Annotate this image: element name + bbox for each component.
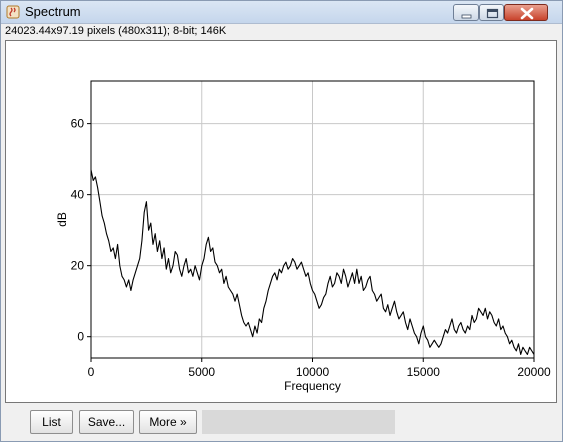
x-axis-label: Frequency (284, 379, 341, 393)
y-tick-label: 20 (71, 259, 85, 273)
maximize-icon (486, 8, 499, 19)
x-tick-label: 0 (88, 365, 95, 379)
spectrum-plot: 0 5000 10000 15000 20000 0 20 40 60 Frequency dB (55, 80, 551, 393)
y-tick-label: 40 (71, 188, 85, 202)
save-button[interactable]: Save... (79, 410, 134, 434)
spectrum-line (90, 169, 535, 355)
more-button[interactable]: More » (139, 410, 197, 434)
title-bar[interactable]: Spectrum (1, 1, 562, 24)
status-field (202, 410, 395, 434)
plot-canvas[interactable]: 0 5000 10000 15000 20000 0 20 40 60 Frequency dB (5, 40, 557, 403)
minimize-button[interactable] (453, 4, 479, 21)
image-info-text: 24023.44x97.19 pixels (480x311); 8-bit; … (5, 25, 227, 37)
y-axis-label: dB (55, 212, 69, 227)
java-app-icon (6, 5, 20, 19)
x-tick-label: 5000 (188, 365, 215, 379)
y-tick-label: 60 (71, 117, 85, 131)
x-tick-label: 20000 (517, 365, 551, 379)
close-icon (520, 7, 534, 20)
x-tick-label: 10000 (296, 365, 330, 379)
y-tick-label: 0 (77, 330, 84, 344)
window-title: Spectrum (25, 4, 81, 19)
maximize-button[interactable] (479, 4, 504, 21)
close-button[interactable] (504, 4, 548, 21)
x-tick-label: 15000 (407, 365, 441, 379)
list-button[interactable]: List (30, 410, 73, 434)
minimize-icon (461, 14, 472, 19)
